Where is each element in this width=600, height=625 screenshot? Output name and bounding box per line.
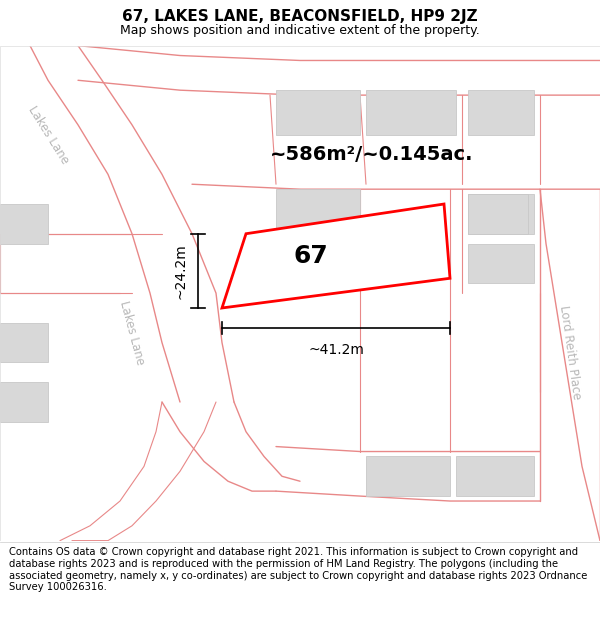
Text: Lakes Lane: Lakes Lane (117, 299, 147, 366)
Text: ~24.2m: ~24.2m (173, 243, 187, 299)
Polygon shape (468, 194, 534, 234)
Polygon shape (468, 194, 528, 234)
Polygon shape (0, 204, 48, 244)
Polygon shape (276, 90, 360, 135)
Polygon shape (456, 456, 534, 496)
Polygon shape (0, 323, 48, 362)
Polygon shape (276, 189, 360, 234)
Polygon shape (468, 244, 534, 283)
Text: ~41.2m: ~41.2m (308, 342, 364, 357)
Polygon shape (468, 90, 534, 135)
Text: 67: 67 (293, 244, 328, 268)
Polygon shape (366, 90, 456, 135)
Text: Lakes Lane: Lakes Lane (25, 103, 71, 166)
Text: 67, LAKES LANE, BEACONSFIELD, HP9 2JZ: 67, LAKES LANE, BEACONSFIELD, HP9 2JZ (122, 9, 478, 24)
Polygon shape (0, 382, 48, 422)
Text: Map shows position and indicative extent of the property.: Map shows position and indicative extent… (120, 24, 480, 38)
Polygon shape (366, 456, 450, 496)
Text: Lord Reith Place: Lord Reith Place (557, 304, 583, 401)
Text: Contains OS data © Crown copyright and database right 2021. This information is : Contains OS data © Crown copyright and d… (9, 548, 587, 592)
Text: ~586m²/~0.145ac.: ~586m²/~0.145ac. (270, 145, 474, 164)
Polygon shape (222, 204, 450, 308)
